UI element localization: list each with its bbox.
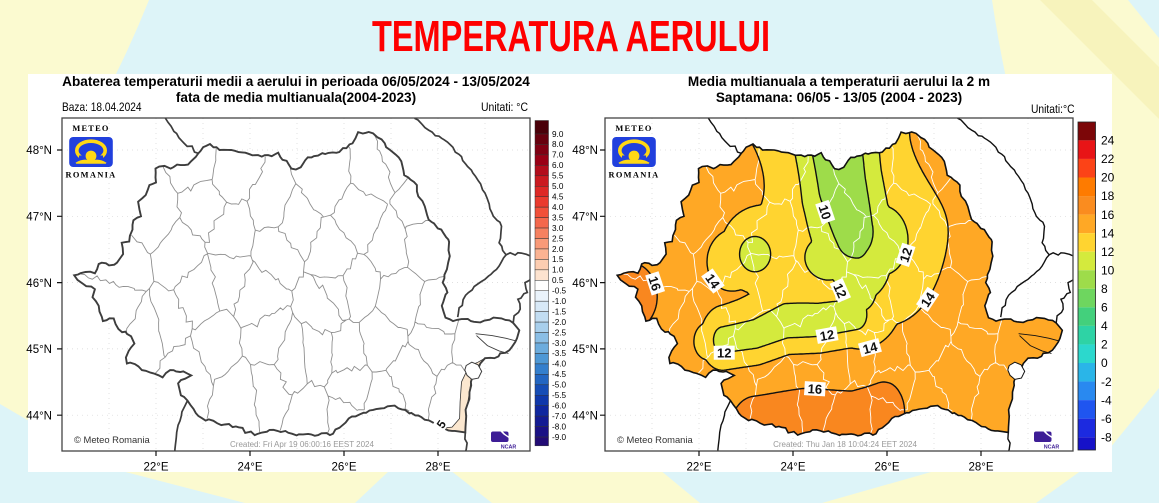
svg-text:Created: Fri Apr 19 06:00:16 E: Created: Fri Apr 19 06:00:16 EEST 2024 <box>230 440 374 449</box>
svg-text:44°N: 44°N <box>26 410 52 422</box>
svg-text:-9.0: -9.0 <box>552 433 567 442</box>
svg-text:47°N: 47°N <box>26 212 52 224</box>
svg-text:1.0: 1.0 <box>552 266 564 275</box>
svg-text:48°N: 48°N <box>572 145 598 157</box>
svg-text:12: 12 <box>896 246 915 264</box>
svg-text:8: 8 <box>1101 282 1108 296</box>
svg-text:47°N: 47°N <box>572 212 598 224</box>
svg-text:-6: -6 <box>1101 412 1112 426</box>
svg-text:6: 6 <box>1101 301 1108 315</box>
svg-text:46°N: 46°N <box>572 278 598 290</box>
svg-text:TEMPERATURA AERULUI: TEMPERATURA AERULUI <box>372 13 770 61</box>
svg-text:Saptamana: 06/05 - 13/05 (2004: Saptamana: 06/05 - 13/05 (2004 - 2023) <box>716 90 962 105</box>
svg-text:4: 4 <box>1101 319 1108 333</box>
svg-text:METEO: METEO <box>615 124 652 133</box>
svg-text:28°E: 28°E <box>425 462 450 474</box>
svg-text:5.0: 5.0 <box>552 182 564 191</box>
svg-text:Media multianuala a temperatur: Media multianuala a temperaturii aerului… <box>688 74 990 89</box>
svg-text:-4.0: -4.0 <box>552 360 567 369</box>
svg-text:Created: Thu Jan 18 10:04:24 E: Created: Thu Jan 18 10:04:24 EET 2024 <box>773 440 917 449</box>
svg-text:Abaterea temperaturii medii a: Abaterea temperaturii medii a aerului in… <box>62 74 530 89</box>
svg-text:16: 16 <box>645 274 664 292</box>
svg-text:14: 14 <box>1101 226 1115 240</box>
svg-text:6.0: 6.0 <box>552 161 564 170</box>
svg-text:24°E: 24°E <box>237 462 262 474</box>
svg-text:26°E: 26°E <box>874 462 899 474</box>
svg-text:18: 18 <box>1101 189 1115 203</box>
svg-text:14: 14 <box>861 339 880 357</box>
svg-text:2.5: 2.5 <box>552 234 564 243</box>
svg-text:8.0: 8.0 <box>552 140 564 149</box>
svg-text:© Meteo Romania: © Meteo Romania <box>617 434 693 445</box>
svg-text:10: 10 <box>816 203 835 221</box>
svg-text:16: 16 <box>807 381 822 397</box>
svg-text:10: 10 <box>1101 263 1115 277</box>
svg-text:-3.5: -3.5 <box>552 349 567 358</box>
svg-text:-2: -2 <box>1101 375 1112 389</box>
svg-text:12: 12 <box>819 327 836 344</box>
svg-text:16: 16 <box>1101 208 1115 222</box>
svg-text:12: 12 <box>830 281 850 300</box>
svg-text:0.5: 0.5 <box>552 276 564 285</box>
svg-text:ROMANIA: ROMANIA <box>66 171 117 180</box>
svg-text:-5.5: -5.5 <box>552 391 567 400</box>
svg-text:-2.5: -2.5 <box>552 328 567 337</box>
svg-text:-3.0: -3.0 <box>552 339 567 348</box>
svg-text:7.0: 7.0 <box>552 151 564 160</box>
svg-text:1.5: 1.5 <box>552 255 564 264</box>
svg-text:20: 20 <box>1101 171 1115 185</box>
svg-text:26°E: 26°E <box>331 462 356 474</box>
svg-text:46°N: 46°N <box>26 278 52 290</box>
svg-text:-1.0: -1.0 <box>552 297 567 306</box>
svg-text:2: 2 <box>1101 338 1108 352</box>
svg-text:NCAR: NCAR <box>501 444 517 450</box>
svg-text:NCAR: NCAR <box>1044 444 1060 450</box>
svg-text:24°E: 24°E <box>780 462 805 474</box>
svg-text:4.5: 4.5 <box>552 193 564 202</box>
svg-text:2.0: 2.0 <box>552 245 564 254</box>
svg-text:-2.0: -2.0 <box>552 318 567 327</box>
svg-text:45°N: 45°N <box>26 344 52 356</box>
svg-text:22°E: 22°E <box>686 462 711 474</box>
svg-text:Baza: 18.04.2024: Baza: 18.04.2024 <box>62 100 142 114</box>
svg-text:22: 22 <box>1101 152 1115 166</box>
svg-text:-8: -8 <box>1101 430 1112 444</box>
svg-text:0: 0 <box>1101 356 1108 370</box>
svg-text:-1.5: -1.5 <box>552 307 567 316</box>
svg-text:5.5: 5.5 <box>552 172 564 181</box>
svg-text:ROMANIA: ROMANIA <box>609 171 660 180</box>
svg-text:48°N: 48°N <box>26 145 52 157</box>
svg-text:24: 24 <box>1101 134 1115 148</box>
svg-text:fata de media multianuala(2004: fata de media multianuala(2004-2023) <box>176 90 416 105</box>
svg-text:4.0: 4.0 <box>552 203 564 212</box>
svg-text:-5.0: -5.0 <box>552 381 567 390</box>
svg-text:METEO: METEO <box>72 124 109 133</box>
svg-text:-6.0: -6.0 <box>552 402 567 411</box>
svg-text:Unitati: °C: Unitati: °C <box>481 100 528 114</box>
svg-text:44°N: 44°N <box>572 410 598 422</box>
svg-text:12: 12 <box>1101 245 1115 259</box>
svg-text:-0.5: -0.5 <box>552 287 567 296</box>
svg-text:45°N: 45°N <box>572 344 598 356</box>
svg-text:3.0: 3.0 <box>552 224 564 233</box>
svg-text:-4.5: -4.5 <box>552 370 567 379</box>
svg-text:22°E: 22°E <box>143 462 168 474</box>
svg-text:© Meteo Romania: © Meteo Romania <box>74 434 150 445</box>
svg-text:-8.0: -8.0 <box>552 422 567 431</box>
svg-text:3.5: 3.5 <box>552 213 564 222</box>
svg-text:28°E: 28°E <box>968 462 993 474</box>
svg-text:9.0: 9.0 <box>552 130 564 139</box>
svg-text:Unitati:°C: Unitati:°C <box>1031 102 1075 116</box>
svg-text:-7.0: -7.0 <box>552 412 567 421</box>
svg-text:-4: -4 <box>1101 393 1112 407</box>
svg-text:12: 12 <box>717 345 732 360</box>
